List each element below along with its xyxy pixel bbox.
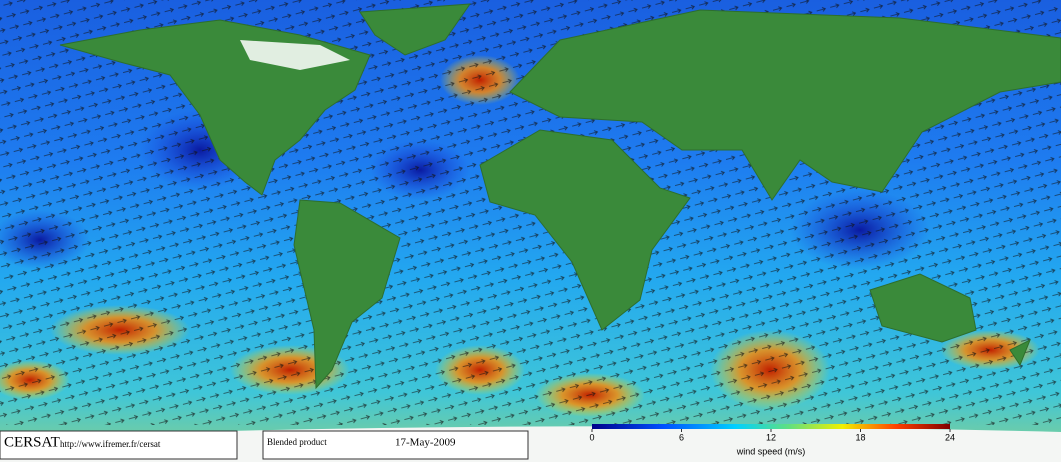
date: 17-May-2009 [395, 437, 456, 449]
url: http://www.ifremer.fr/cersat [60, 439, 161, 449]
new-zealand [1009, 338, 1031, 367]
south-america [293, 199, 401, 390]
ice [240, 40, 350, 70]
greenland [359, 3, 472, 56]
colorbar-label: wind speed (m/s) [736, 446, 806, 456]
colorbar-tick-label: 6 [679, 432, 684, 442]
africa [479, 129, 691, 331]
colorbar-tick-label: 0 [589, 432, 594, 442]
footer-box [262, 430, 529, 460]
footer-box [0, 430, 238, 460]
australia [869, 273, 977, 343]
product: Blended product [267, 437, 327, 447]
colorbar-tick-label: 24 [945, 432, 955, 442]
eurasia [509, 9, 1061, 201]
colorbar-tick-label: 12 [766, 432, 776, 442]
colorbar [592, 424, 950, 429]
brand: CERSAT [4, 434, 60, 450]
colorbar-tick-label: 18 [855, 432, 865, 442]
